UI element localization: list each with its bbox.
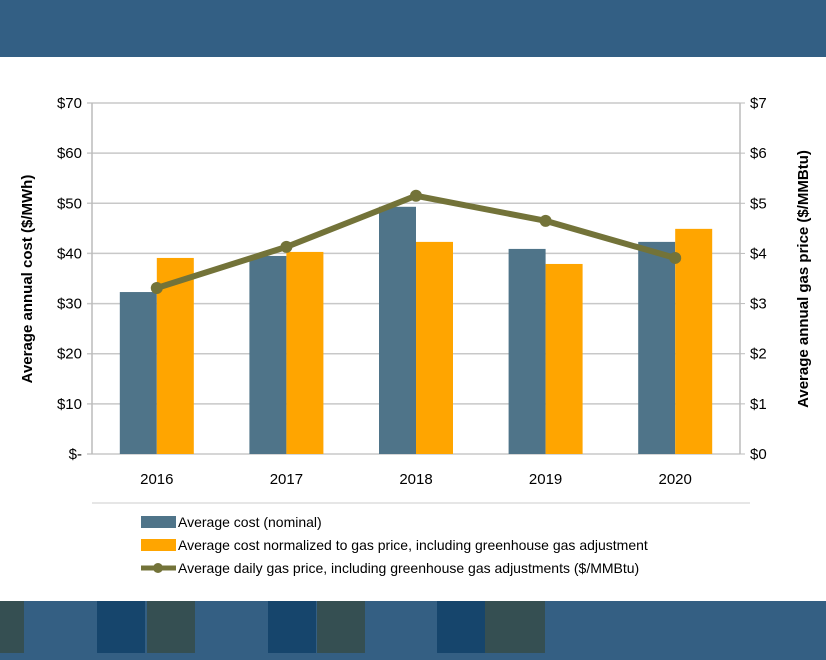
bar-normalized: [156, 257, 194, 454]
y2-tick-label: $0: [750, 446, 767, 463]
y2-tick-label: $6: [750, 145, 767, 162]
line-marker: [150, 282, 163, 295]
line-marker: [410, 189, 422, 202]
y2-tick-label: $5: [750, 195, 767, 212]
bar-normalized: [416, 241, 453, 454]
bar-nominal: [379, 206, 416, 454]
x-tick-label: 2018: [399, 471, 432, 488]
bar-nominal: [249, 255, 287, 454]
y-tick-label: $50: [57, 195, 82, 212]
y2-tick-label: $3: [750, 296, 767, 313]
x-tick-label: 2020: [659, 471, 692, 488]
legend-swatch-normalized: [141, 539, 176, 551]
y-axis-label: Average annual cost ($/MWh): [19, 175, 36, 384]
x-tick-label: 2017: [270, 471, 303, 488]
bar-nominal: [119, 292, 157, 454]
bar-nominal: [638, 241, 676, 454]
y2-tick-label: $1: [750, 396, 767, 413]
y2-tick-label: $4: [750, 245, 767, 262]
legend-label: Average cost (nominal): [178, 514, 322, 530]
y-tick-label: $70: [57, 95, 82, 112]
y-tick-label: $10: [57, 396, 82, 413]
y2-tick-label: $2: [750, 346, 767, 363]
footer-band: [0, 601, 826, 660]
line-marker: [669, 251, 682, 264]
y-tick-label: $60: [57, 145, 82, 162]
y-tick-label: $-: [69, 446, 82, 463]
header-band: [0, 0, 826, 57]
legend-label: Average cost normalized to gas price, in…: [178, 537, 648, 553]
legend-swatch-marker: [153, 563, 163, 573]
x-tick-label: 2016: [140, 471, 173, 488]
y-tick-label: $20: [57, 346, 82, 363]
y-tick-label: $40: [57, 245, 82, 262]
x-tick-label: 2019: [529, 471, 562, 488]
bar-nominal: [508, 248, 546, 454]
line-marker: [539, 214, 552, 227]
legend-swatch-nominal: [141, 516, 176, 528]
bar-normalized: [286, 251, 324, 454]
y2-axis-label: Average annual gas price ($/MMBtu): [795, 150, 812, 408]
line-marker: [280, 240, 293, 253]
y2-tick-label: $7: [750, 95, 767, 112]
bar-normalized: [545, 263, 583, 454]
legend-label: Average daily gas price, including green…: [178, 560, 639, 576]
bar-normalized: [675, 228, 713, 454]
y-tick-label: $30: [57, 296, 82, 313]
